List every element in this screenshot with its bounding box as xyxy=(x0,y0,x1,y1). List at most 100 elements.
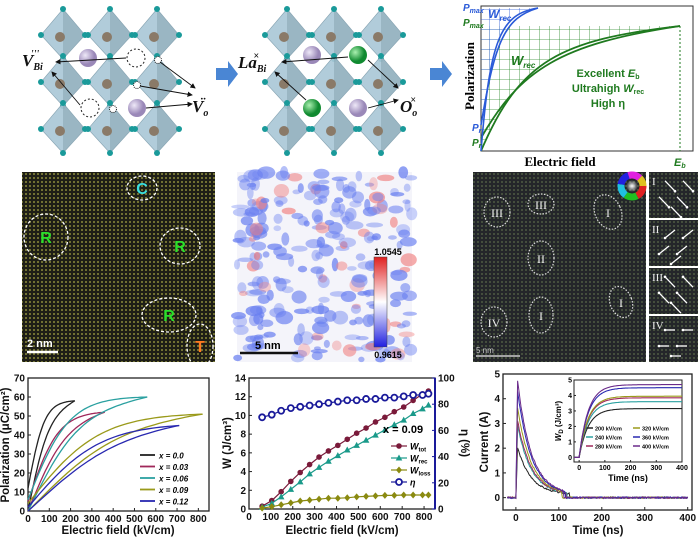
data-point xyxy=(286,404,295,413)
crystal-structure-defects xyxy=(38,6,196,156)
strain-low-spot xyxy=(316,236,326,248)
strain-high-spot xyxy=(246,260,260,272)
y-right-tick-label: 40 xyxy=(438,452,450,463)
bi-vacancy xyxy=(126,48,146,68)
strain-low-spot xyxy=(390,191,405,197)
b-site-atom xyxy=(373,79,383,89)
legend-label: x = 0.0 xyxy=(158,452,184,461)
data-point xyxy=(362,395,370,403)
x-axis-label: Electric field (kV/cm) xyxy=(285,525,398,537)
data-point xyxy=(410,491,417,499)
arrow xyxy=(55,57,127,65)
oxygen-atom xyxy=(154,6,160,12)
strain-low-spot xyxy=(355,170,363,182)
strain-low-spot xyxy=(297,323,305,337)
oxygen-atom xyxy=(356,126,362,132)
strain-low-spot xyxy=(237,257,253,262)
strain-low-spot xyxy=(253,235,261,241)
oxygen-atom xyxy=(60,100,66,106)
data-point xyxy=(305,401,314,410)
la-atom xyxy=(349,46,367,64)
region-label: II xyxy=(537,252,545,266)
wrec-blue-hatch xyxy=(481,8,538,151)
legend-label: Wtot xyxy=(410,442,426,454)
strain-low-spot xyxy=(350,304,362,314)
strain-low-spot xyxy=(318,244,334,257)
strain-high-spot xyxy=(297,343,311,357)
y-axis-label-left: W (J/cm³) xyxy=(222,417,234,469)
octahedron-face xyxy=(157,56,179,106)
svg-text:VBi''': VBi''' xyxy=(22,49,43,73)
oxygen-atom xyxy=(262,126,268,132)
x-tick-label: 0 xyxy=(577,465,581,472)
y-right-tick-label: 80 xyxy=(438,400,450,411)
strain-high-spot xyxy=(281,207,296,215)
strain-low-spot xyxy=(237,282,247,294)
b-site-atom xyxy=(149,32,159,42)
strain-low-spot xyxy=(297,215,309,226)
octahedron-face xyxy=(381,9,403,59)
strain-low-spot xyxy=(396,240,403,250)
oxygen-atom xyxy=(85,79,91,85)
strain-low-spot xyxy=(329,291,347,297)
strain-low-spot xyxy=(340,290,357,302)
stem-image-left: C R R R T 2 nm xyxy=(22,172,215,369)
defect-labels: VBi''' Vo·· LaBi× Oo× xyxy=(22,49,417,119)
y-tick-label: 0 xyxy=(494,493,500,504)
strain-low-spot xyxy=(318,195,328,204)
data-point xyxy=(297,469,304,476)
legend-label: 240 kV/cm xyxy=(595,436,622,442)
strain-low-spot xyxy=(311,249,321,262)
data-point xyxy=(409,410,417,417)
oxygen-vacancy xyxy=(154,56,162,64)
y-tick-label: 3 xyxy=(568,408,572,415)
octahedron-face xyxy=(334,103,356,153)
svg-text:Pmax: Pmax xyxy=(463,3,485,15)
y-tick-label: 0 xyxy=(19,507,25,518)
y-tick-label: 40 xyxy=(14,431,26,442)
la-atom xyxy=(303,99,321,117)
svg-text:Oo×: Oo× xyxy=(400,95,417,119)
strain-high-spot xyxy=(287,172,303,182)
data-point xyxy=(333,397,342,406)
polarization-arrow-icon xyxy=(682,276,694,288)
region-label-r: R xyxy=(174,239,186,256)
bi-atom xyxy=(79,49,97,67)
strain-low-spot xyxy=(237,236,255,248)
x-tick-label: 600 xyxy=(147,514,164,525)
y-tick-label: 2 xyxy=(568,424,572,431)
strain-low-spot xyxy=(234,259,241,270)
strain-low-spot xyxy=(273,195,288,205)
strain-low-spot xyxy=(323,339,330,349)
octahedron-face xyxy=(287,56,309,106)
oxygen-atom xyxy=(38,32,44,38)
inset-panel xyxy=(649,316,698,362)
polarization-arrow-icon xyxy=(670,255,682,265)
oxygen-atom xyxy=(38,126,44,132)
inset-x-label: Time (ns) xyxy=(608,473,648,483)
x-tick-label: 100 xyxy=(41,514,58,525)
y-tick-label: 20 xyxy=(14,469,26,480)
y-tick-label: 70 xyxy=(14,374,26,385)
strain-low-spot xyxy=(314,316,328,325)
y-right-tick-label: 100 xyxy=(438,374,455,385)
data-point xyxy=(259,504,266,512)
y-tick-label: 1 xyxy=(494,468,500,479)
legend-subscript: rec xyxy=(419,460,429,466)
strain-low-spot xyxy=(299,331,314,346)
data-point xyxy=(296,402,305,411)
arrow-head xyxy=(673,189,677,193)
data-point xyxy=(268,499,276,506)
strain-low-spot xyxy=(251,241,267,251)
strain-high-spot xyxy=(253,251,261,261)
region-label: I xyxy=(619,296,623,310)
arrow-head xyxy=(663,328,667,332)
strain-low-spot xyxy=(293,308,310,315)
eb-label: E xyxy=(674,157,682,169)
legend-subscript: loss xyxy=(419,472,432,478)
strain-low-spot xyxy=(253,334,264,340)
data-point xyxy=(316,454,322,460)
colorbar-min: 0.9615 xyxy=(374,350,402,360)
b-site-atom xyxy=(279,32,289,42)
